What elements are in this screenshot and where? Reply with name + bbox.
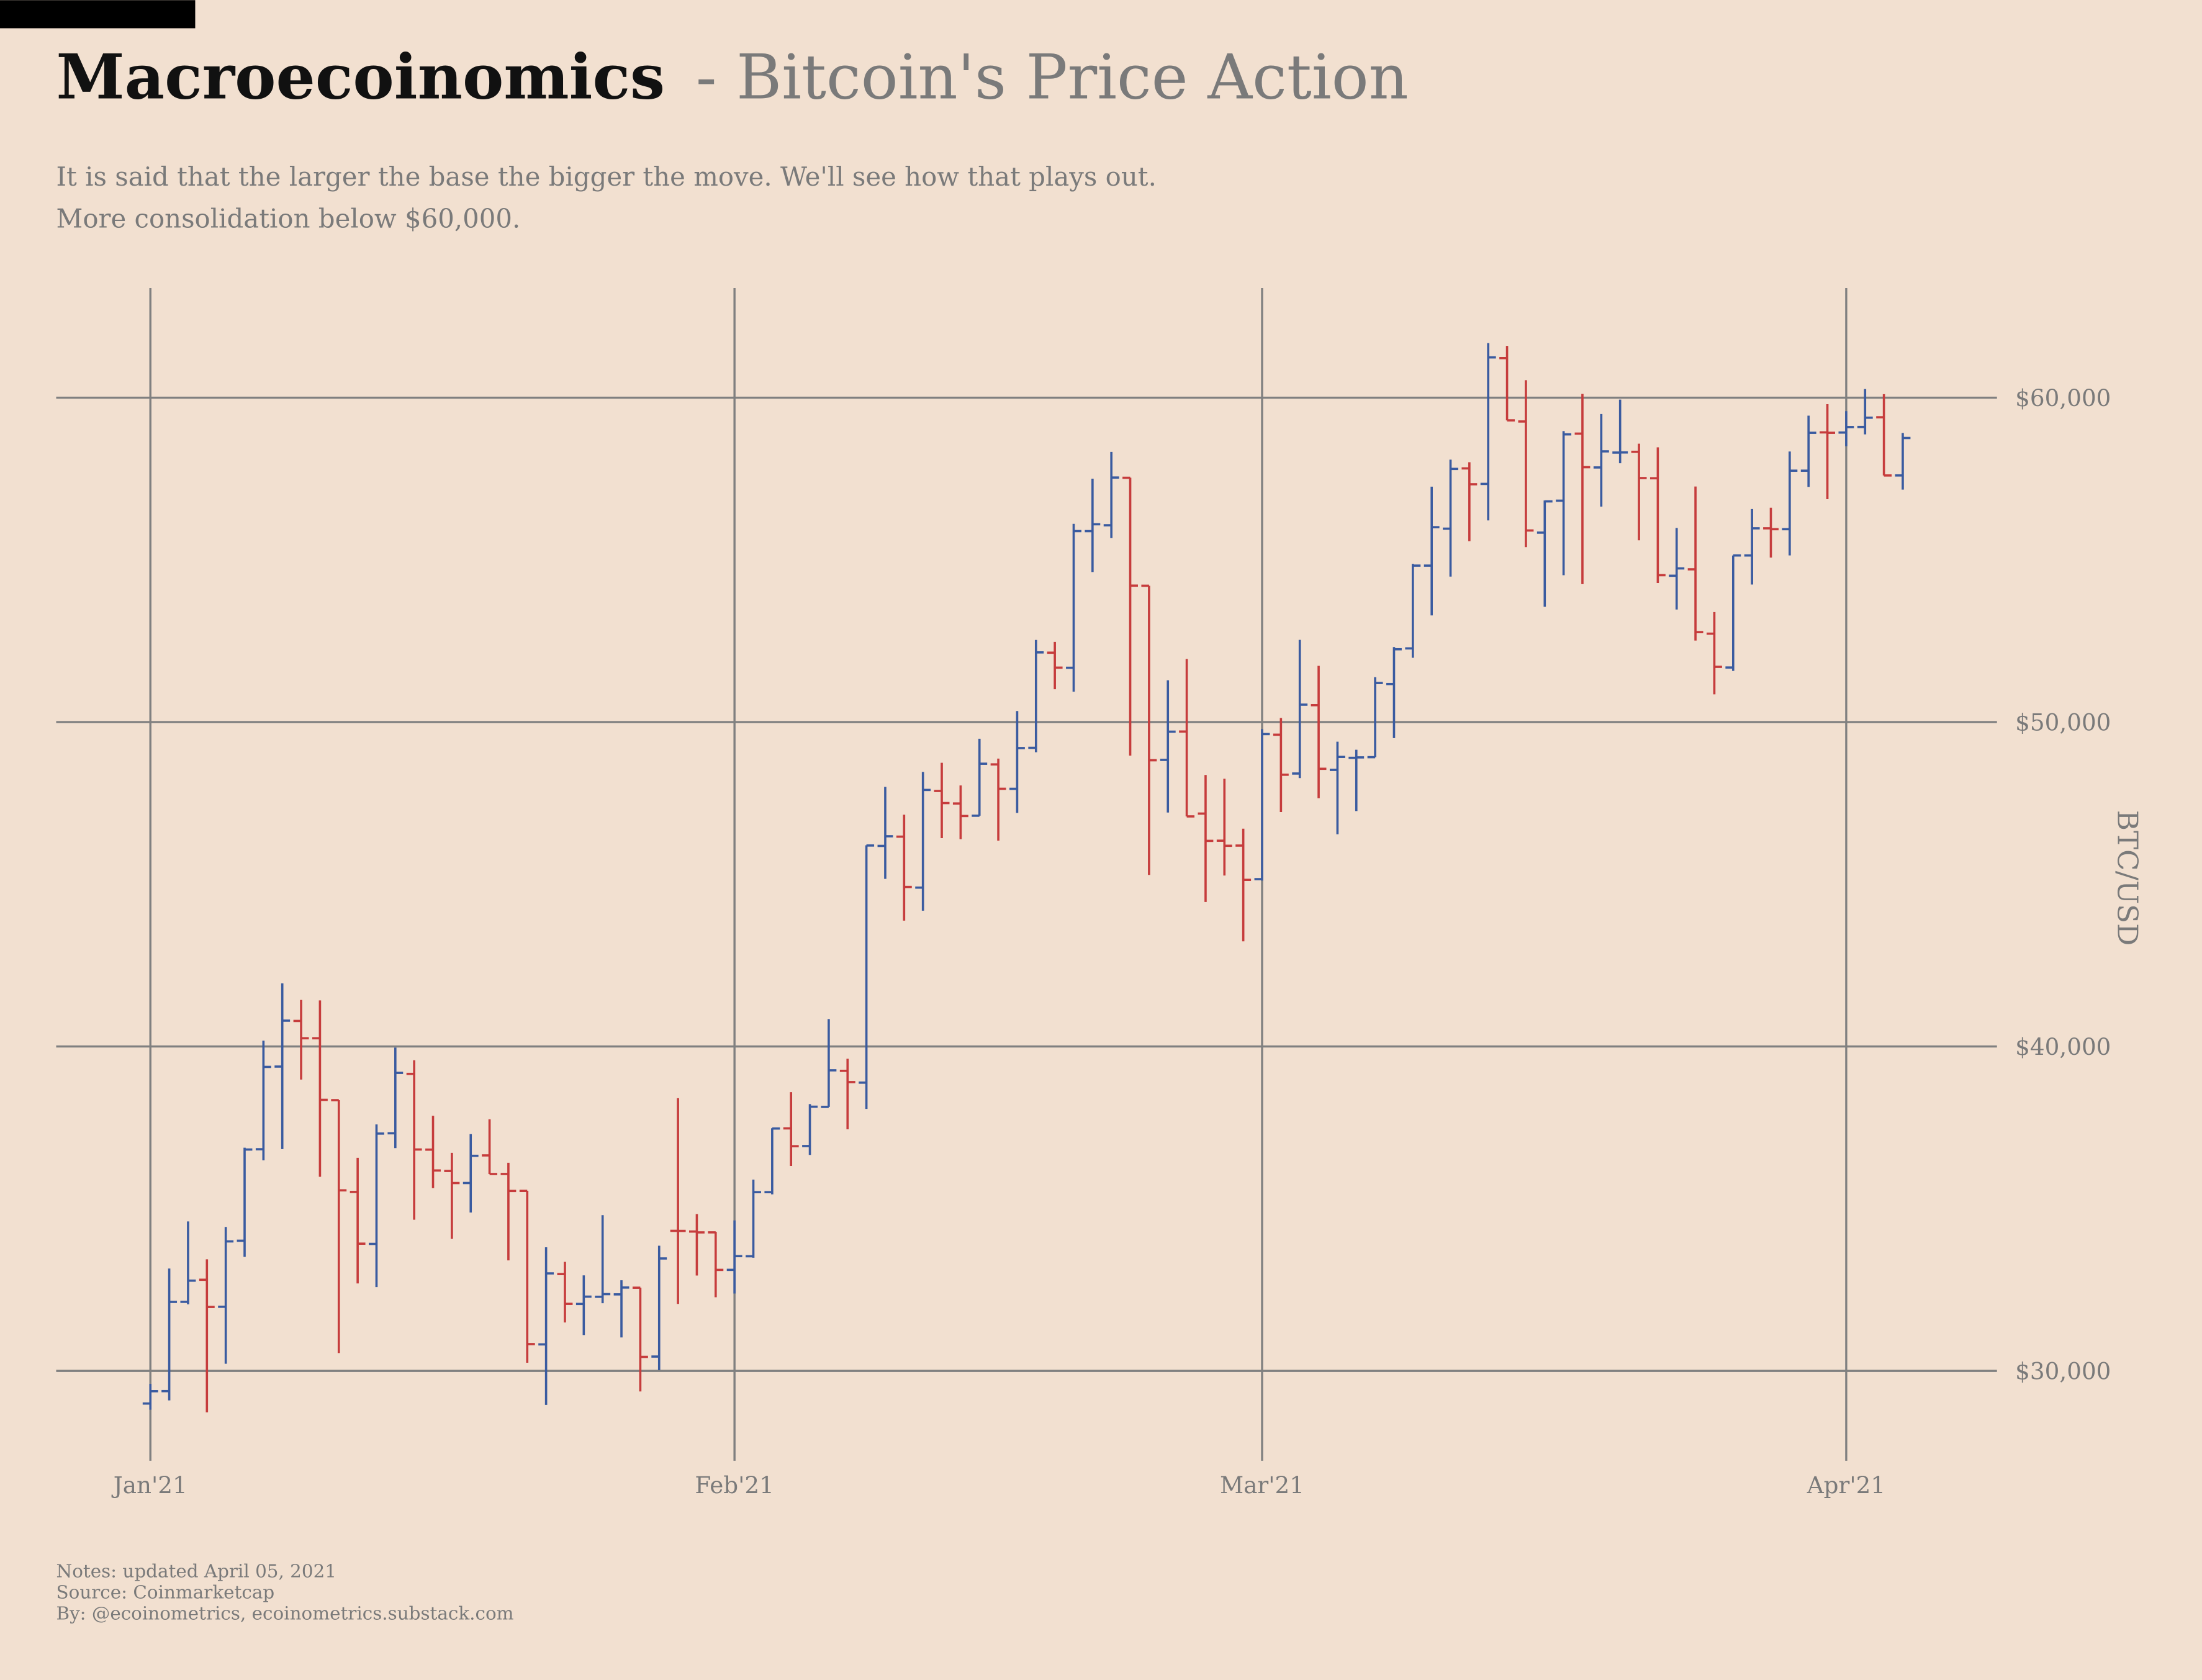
logo-bar	[0, 0, 196, 29]
note: Notes: updated April 05, 2021	[56, 1561, 336, 1582]
subtitle: It is said that the larger the base the …	[56, 161, 1156, 192]
x-tick-label: Feb'21	[695, 1471, 774, 1499]
plot-area: $30,000 $40,000 $50,000 $60,000 Jan'21 Feb'21…	[56, 287, 2111, 1499]
note: Source: Coinmarketcap	[56, 1582, 274, 1603]
y-tick-label: $40,000	[2015, 1033, 2111, 1060]
y-axis-label: BTC/USD	[2111, 810, 2144, 946]
x-tick-label: Apr'21	[1807, 1471, 1885, 1499]
y-tick-label: $50,000	[2015, 709, 2111, 736]
chart-title: Macroecoinomics - Bitcoin's Price Action	[56, 42, 1408, 114]
note: By: @ecoinometrics, ecoinometrics.substa…	[56, 1602, 513, 1624]
subtitle: More consolidation below $60,000.	[56, 204, 520, 234]
y-tick-label: $30,000	[2015, 1358, 2111, 1385]
y-tick-label: $60,000	[2015, 384, 2111, 412]
title-main: Macroecoinomics	[56, 42, 665, 114]
x-tick-label: Jan'21	[111, 1471, 187, 1499]
x-tick-label: Mar'21	[1220, 1471, 1304, 1499]
title-suffix: - Bitcoin's Price Action	[696, 42, 1409, 114]
